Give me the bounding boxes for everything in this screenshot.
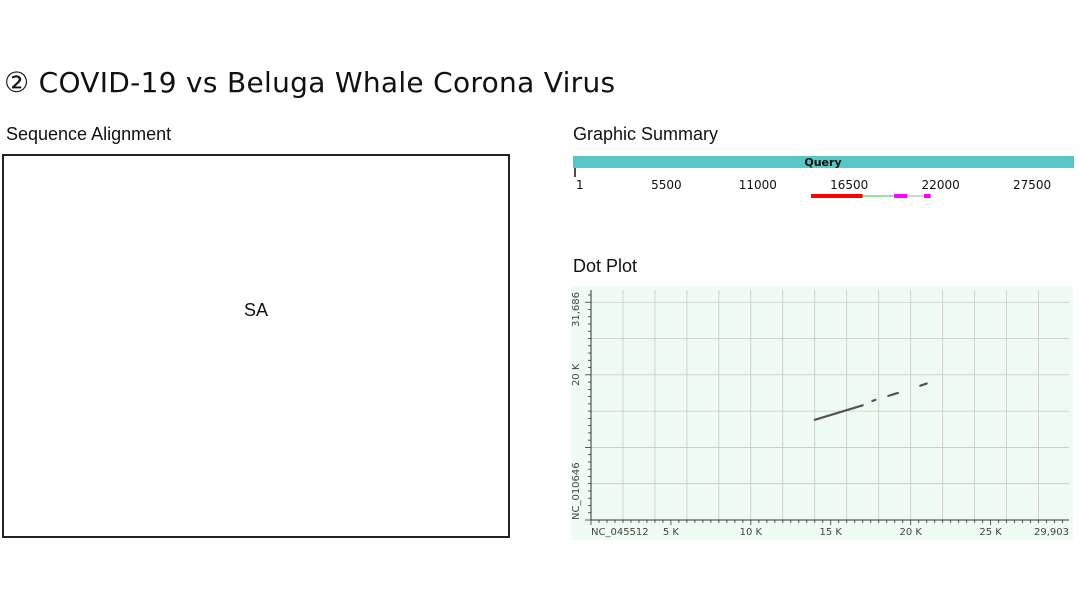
alignment-segment <box>887 391 900 397</box>
x-tick-label: 20 K <box>899 527 922 538</box>
page-title: ② COVID-19 vs Beluga Whale Corona Virus <box>4 66 616 99</box>
sequence-alignment-heading: Sequence Alignment <box>6 124 172 144</box>
sequence-alignment-placeholder: SA <box>243 300 268 320</box>
x-tick-label: 10 K <box>740 527 763 538</box>
y-tick-label: 31,686 <box>571 292 582 327</box>
x-tick-label: 25 K <box>979 527 1002 538</box>
y-tick-label: 20 K <box>571 363 582 386</box>
graphic-summary-chart: Query 1 5500 11000 16500 22000 27500 <box>573 156 1074 198</box>
alignment-segment <box>871 398 877 403</box>
graphic-summary-heading: Graphic Summary <box>573 124 719 144</box>
summary-tick-label: 11000 <box>739 178 777 192</box>
summary-tick-label: 27500 <box>1013 178 1051 192</box>
dot-plot-chart: 5 K 10 K 15 K 20 K 25 K 29,903 NC_045512 20 K 31… <box>571 286 1073 540</box>
graphic-summary-panel: Query 1 5500 11000 16500 22000 27500 <box>573 155 1074 205</box>
summary-tick-label: 16500 <box>830 178 868 192</box>
alignment-segment <box>813 404 864 421</box>
x-axis-label: NC_045512 <box>591 527 649 538</box>
query-bar-label: Query <box>804 156 841 169</box>
summary-tick-label: 5500 <box>651 178 682 192</box>
x-tick-label: 5 K <box>663 527 680 538</box>
x-tick-label: 15 K <box>820 527 843 538</box>
y-axis-label: NC_010646 <box>571 462 582 520</box>
summary-tick-label: 22000 <box>922 178 960 192</box>
dot-plot-background <box>571 286 1073 540</box>
summary-tick-label: 1 <box>576 178 584 192</box>
x-tick-label: 29,903 <box>1034 527 1069 538</box>
dot-plot-heading: Dot Plot <box>573 256 638 276</box>
query-bar <box>573 156 1074 168</box>
sequence-alignment-panel: SA <box>2 154 510 538</box>
alignment-segment <box>919 382 928 387</box>
dot-plot-panel: 5 K 10 K 15 K 20 K 25 K 29,903 NC_045512 20 K 31… <box>571 286 1073 540</box>
